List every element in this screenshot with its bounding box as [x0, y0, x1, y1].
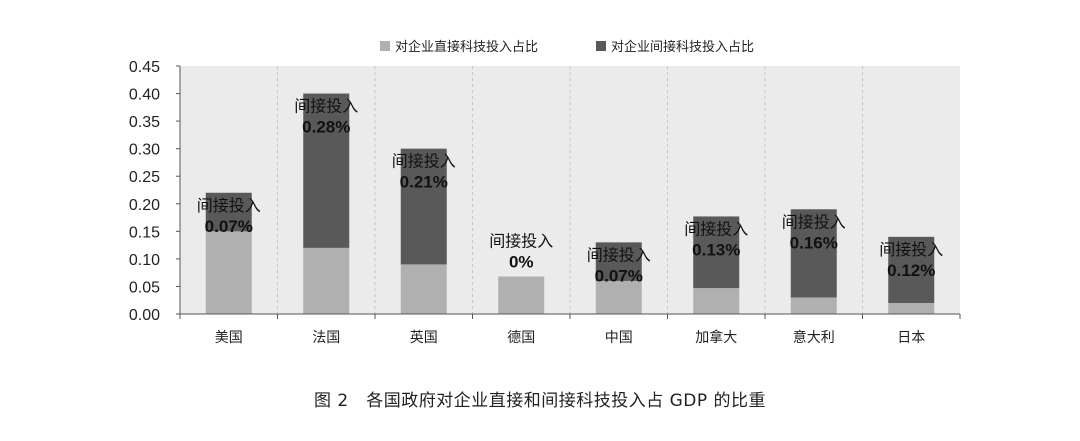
bar-indirect-4 [595, 242, 642, 281]
x-tick-label-2: 英国 [410, 329, 438, 346]
x-tick-label-5: 加拿大 [695, 329, 737, 346]
annotation-value-4: 0.07% [595, 266, 643, 285]
x-tick-label-0: 美国 [215, 330, 243, 346]
annotation-label-2: 间接投入 [392, 152, 456, 171]
y-tick-label-5: 0.25 [129, 169, 160, 186]
chart: 间接投入 0.07% 间接投入 0.28% 间接投入 0.21% 间接投入 0% 间接投入 0.0… [129, 39, 961, 346]
annotation-value-7: 0.12% [887, 261, 935, 280]
y-axis: 0.00 0.05 0.10 0.15 0.20 0.25 0.30 0.35 0.40 0.45 [129, 59, 181, 324]
bar-direct-4 [595, 280, 642, 314]
bar-direct-3 [498, 276, 545, 314]
annotation-label-5: 间接投入 [684, 219, 748, 238]
y-tick-label-8: 0.40 [129, 87, 160, 104]
x-tick-label-3: 德国 [507, 330, 535, 346]
bar-indirect-1 [303, 93, 350, 248]
x-tick-label-6: 意大利 [793, 329, 835, 346]
legend-swatch-1 [596, 41, 606, 51]
legend-label-0: 对企业直接科技投入占比 [395, 39, 538, 55]
x-axis: 美国 法国 英国 德国 中国 加拿大 意大利 日本 [179, 313, 961, 346]
bar-direct-0 [205, 231, 252, 314]
bars [205, 93, 935, 314]
bar-indirect-2 [400, 148, 447, 265]
y-tick-label-7: 0.35 [129, 114, 160, 131]
annotation-value-2: 0.21% [400, 173, 448, 192]
y-tick-label-3: 0.15 [129, 224, 160, 241]
bar-direct-6 [790, 297, 837, 314]
annotation-value-5: 0.13% [692, 240, 740, 259]
y-tick-label-2: 0.10 [129, 252, 160, 269]
x-tick-label-1: 法国 [312, 330, 340, 346]
legend: 对企业直接科技投入占比 对企业间接科技投入占比 [380, 39, 754, 55]
annotation-label-4: 间接投入 [587, 245, 651, 264]
bar-direct-1 [303, 247, 350, 314]
bar-indirect-0 [205, 192, 252, 232]
y-tick-label-9: 0.45 [129, 59, 160, 76]
x-tick-label-4: 中国 [605, 330, 633, 346]
x-tick-label-7: 日本 [897, 330, 925, 346]
legend-swatch-0 [380, 41, 390, 51]
annotation-value-1: 0.28% [302, 118, 350, 137]
bar-indirect-7 [888, 236, 935, 303]
annotation-value-0: 0.07% [205, 217, 253, 236]
y-tick-label-6: 0.30 [129, 142, 160, 159]
bar-indirect-6 [790, 209, 837, 298]
bar-indirect-5 [693, 216, 740, 289]
annotation-label-6: 间接投入 [782, 212, 846, 231]
annotation-value-6: 0.16% [790, 233, 838, 252]
bar-direct-5 [693, 288, 740, 314]
bar-direct-7 [888, 302, 935, 314]
category-separators [277, 66, 863, 314]
y-tick-label-0: 0.00 [129, 307, 160, 324]
stacked-bar-chart: 间接投入 0.07% 间接投入 0.28% 间接投入 0.21% 间接投入 0% 间接投入 0.0… [129, 39, 961, 346]
figure-caption: 图 2 各国政府对企业直接和间接科技投入占 GDP 的比重 [313, 391, 767, 411]
bar-annotations: 间接投入 0.07% 间接投入 0.28% 间接投入 0.21% 间接投入 0% 间接投入 0.0… [197, 97, 944, 286]
legend-label-1: 对企业间接科技投入占比 [611, 39, 754, 55]
annotation-label-0: 间接投入 [197, 196, 261, 215]
annotation-value-3: 0% [509, 253, 534, 272]
y-tick-label-1: 0.05 [129, 279, 160, 296]
y-tick-label-4: 0.20 [129, 197, 160, 214]
bar-direct-2 [400, 264, 447, 314]
annotation-label-7: 间接投入 [879, 240, 943, 259]
annotation-label-3: 间接投入 [489, 232, 553, 251]
annotation-label-1: 间接投入 [294, 97, 358, 116]
